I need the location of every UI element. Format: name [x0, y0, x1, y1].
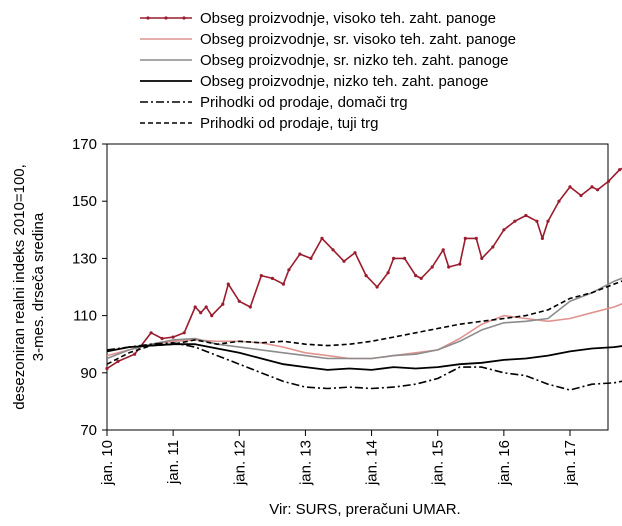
y-tick-label: 110 [73, 308, 97, 325]
data-point [535, 219, 539, 223]
legend-item: Obseg proizvodnje, sr. nizko teh. zaht. … [140, 52, 509, 69]
data-point [441, 248, 445, 252]
data-point [502, 228, 506, 232]
data-point [557, 199, 561, 203]
legend-marker [164, 16, 168, 20]
data-point [618, 168, 622, 172]
legend-marker [182, 16, 186, 20]
series-line-3 [106, 277, 622, 360]
legend-item: Obseg proizvodnje, nizko teh. zaht. pano… [140, 73, 489, 90]
y-axis-tick-labels: 70 90 110 130 150 170 [72, 136, 97, 439]
series-line-1 [106, 167, 622, 370]
data-point [353, 251, 357, 255]
x-tick-label: jan. 16 [496, 440, 513, 486]
legend-item: Obseg proizvodnje, visoko teh. zaht. pan… [140, 10, 496, 27]
x-tick-label: jan. 12 [231, 440, 248, 486]
y-tick-label: 70 [80, 422, 97, 439]
data-point [524, 213, 528, 218]
data-point [342, 259, 346, 263]
data-point [193, 305, 197, 309]
x-tick-label: jan. 13 [297, 440, 314, 486]
legend-label: Obseg proizvodnje, nizko teh. zaht. pano… [200, 73, 489, 90]
data-point [480, 256, 484, 260]
x-tick-label: jan. 14 [364, 440, 381, 486]
data-point [386, 271, 390, 275]
data-point [210, 314, 214, 318]
data-point [596, 188, 600, 192]
data-point [221, 302, 225, 306]
legend-label: Obseg proizvodnje, sr. nizko teh. zaht. … [200, 52, 509, 69]
data-point [182, 331, 186, 335]
data-point [403, 256, 407, 260]
data-point [474, 236, 478, 240]
series-line-6 [106, 280, 622, 365]
data-point [540, 236, 545, 240]
legend-label: Obseg proizvodnje, visoko teh. zaht. pan… [200, 10, 496, 27]
data-point [331, 248, 335, 252]
data-point [546, 219, 550, 223]
x-tick-label: jan. 15 [430, 440, 447, 486]
data-point [458, 262, 462, 266]
data-point [171, 335, 175, 339]
series-line-5 [106, 341, 622, 391]
chart-axes [102, 143, 609, 436]
data-point [607, 179, 611, 183]
data-point [320, 236, 324, 240]
legend-item: Prihodki od prodaje, domači trg [140, 94, 408, 111]
x-tick-label: jan. 17 [562, 440, 579, 486]
data-point [590, 185, 594, 189]
data-point [149, 331, 153, 335]
legend-label: Obseg proizvodnje, sr. visoko teh. zaht.… [200, 31, 516, 48]
legend-label: Prihodki od prodaje, domači trg [200, 94, 408, 111]
data-point [226, 282, 230, 286]
data-point [199, 311, 203, 315]
legend-item: Obseg proizvodnje, sr. visoko teh. zaht.… [140, 31, 516, 48]
data-point [568, 185, 572, 189]
data-point [259, 274, 263, 278]
data-point [447, 265, 451, 269]
data-point [513, 219, 517, 223]
data-point [298, 252, 302, 256]
x-axis-tick-labels: jan. 10 jan. 11 jan. 12 jan. 13 jan. 14 jan. … [99, 440, 579, 486]
source-note: Vir: SURS, preračuni UMAR. [269, 501, 460, 518]
data-point [237, 299, 241, 303]
series-line-4 [106, 343, 622, 371]
y-tick-label: 130 [72, 250, 97, 267]
data-point [491, 245, 495, 249]
data-point [392, 256, 396, 260]
y-axis-label-line-1: desezoniran realni indeks 2010=100, [11, 164, 28, 410]
y-axis-label-line-2: 3-mes. drseča sredina [30, 212, 47, 361]
y-tick-label: 170 [72, 136, 97, 153]
data-point [364, 274, 368, 278]
data-point [419, 276, 423, 280]
legend-marker [146, 16, 150, 20]
data-point [133, 352, 137, 356]
data-point [204, 305, 208, 309]
legend-item: Prihodki od prodaje, tuji trg [140, 115, 378, 132]
data-point [463, 236, 467, 240]
data-point [270, 276, 274, 280]
data-point [287, 268, 291, 272]
data-point [309, 256, 313, 260]
data-point [116, 359, 120, 363]
data-point [281, 282, 285, 286]
y-tick-label: 150 [72, 193, 97, 210]
data-point [414, 274, 418, 278]
legend-label: Prihodki od prodaje, tuji trg [200, 115, 378, 132]
data-point [105, 366, 109, 371]
x-tick-label: jan. 10 [99, 440, 116, 486]
data-point [248, 305, 252, 309]
data-point [160, 336, 164, 341]
data-point [430, 265, 434, 269]
data-point [375, 285, 379, 289]
y-tick-label: 90 [80, 365, 97, 382]
data-point [579, 193, 583, 198]
chart-legend: Obseg proizvodnje, visoko teh. zaht. pan… [140, 10, 516, 132]
x-tick-label: jan. 11 [165, 440, 182, 485]
series-lines [105, 167, 622, 391]
